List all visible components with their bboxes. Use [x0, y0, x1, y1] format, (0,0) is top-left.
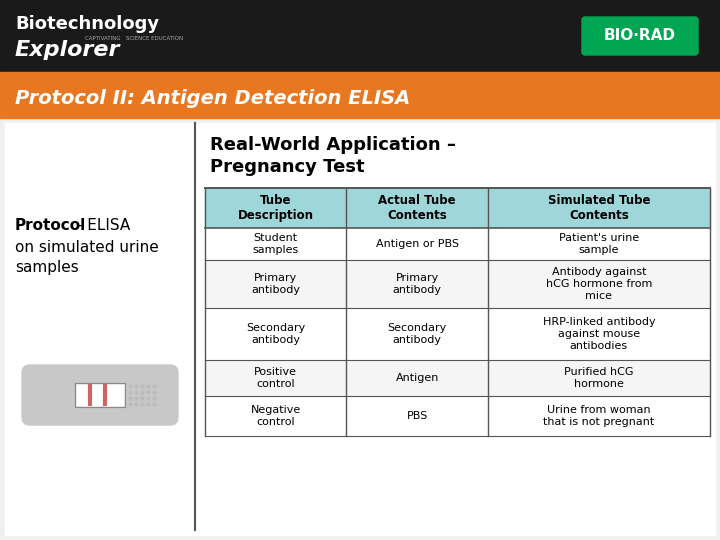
Bar	[0, 72, 720, 78]
Bar	[0, 0, 720, 72]
Text: Negative
control: Negative control	[251, 405, 301, 427]
Bar	[205, 308, 710, 360]
Text: Pregnancy Test: Pregnancy Test	[210, 158, 364, 176]
Text: Urine from woman
that is not pregnant: Urine from woman that is not pregnant	[544, 405, 654, 427]
Text: BIO·RAD: BIO·RAD	[604, 29, 676, 44]
Text: - ELISA: - ELISA	[72, 218, 130, 233]
Bar	[205, 228, 710, 260]
Text: on simulated urine: on simulated urine	[15, 240, 158, 255]
Bar	[5, 123, 715, 535]
Text: Simulated Tube
Contents: Simulated Tube Contents	[548, 194, 650, 222]
Text: samples: samples	[15, 260, 78, 275]
Text: Secondary
antibody: Secondary antibody	[246, 323, 305, 345]
Text: Protocol II: Antigen Detection ELISA: Protocol II: Antigen Detection ELISA	[15, 89, 410, 107]
Text: Real-World Application –: Real-World Application –	[210, 136, 456, 154]
Text: Primary
antibody: Primary antibody	[392, 273, 441, 295]
Text: Protocol: Protocol	[15, 218, 86, 233]
Bar	[205, 188, 710, 228]
Text: CAPTIVATING   SCIENCE EDUCATION: CAPTIVATING SCIENCE EDUCATION	[85, 36, 183, 40]
Text: PBS: PBS	[407, 411, 428, 421]
FancyBboxPatch shape	[582, 17, 698, 55]
Text: Antibody against
hCG hormone from
mice: Antibody against hCG hormone from mice	[546, 267, 652, 301]
FancyBboxPatch shape	[22, 365, 178, 425]
Text: Actual Tube
Contents: Actual Tube Contents	[378, 194, 456, 222]
Bar	[75, 383, 125, 407]
Text: Student
samples: Student samples	[253, 233, 299, 255]
Bar	[0, 78, 720, 118]
Text: HRP-linked antibody
against mouse
antibodies: HRP-linked antibody against mouse antibo…	[543, 318, 655, 350]
Text: Positive
control: Positive control	[254, 367, 297, 389]
Text: Primary
antibody: Primary antibody	[251, 273, 300, 295]
Bar	[205, 360, 710, 396]
Text: Explorer: Explorer	[15, 40, 120, 60]
Bar	[75, 383, 125, 407]
Text: Tube
Description: Tube Description	[238, 194, 314, 222]
Text: Patient's urine
sample: Patient's urine sample	[559, 233, 639, 255]
Text: Purified hCG
hormone: Purified hCG hormone	[564, 367, 634, 389]
Bar	[205, 396, 710, 436]
Text: Biotechnology: Biotechnology	[15, 15, 159, 33]
Bar	[205, 260, 710, 308]
Bar	[0, 118, 720, 540]
Text: Secondary
antibody: Secondary antibody	[387, 323, 446, 345]
Text: Antigen: Antigen	[395, 373, 438, 383]
Text: Antigen or PBS: Antigen or PBS	[376, 239, 459, 249]
